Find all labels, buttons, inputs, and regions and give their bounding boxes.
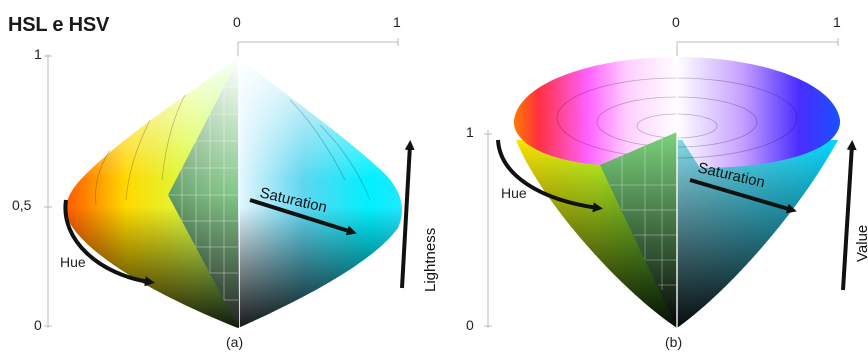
hsv-slice-face [600, 132, 677, 328]
hsv-arrows [496, 139, 857, 291]
hsv-left-axis-label-0: 0 [466, 317, 474, 333]
hsv-cone [513, 57, 841, 328]
hsv-saturation-arrow [689, 178, 797, 214]
hsl-contour-lines [95, 94, 371, 206]
hsv-axes [484, 38, 839, 328]
hsl-hue-arrow [63, 199, 155, 287]
hsl-left-axis-label-05: 0,5 [12, 197, 32, 213]
hsl-lightness-arrow [400, 140, 415, 289]
hsl-arrows [63, 140, 415, 289]
hsl-axes [44, 38, 399, 328]
hsv-top-axis-label-0: 0 [672, 14, 680, 30]
hsl-slice-grid [168, 86, 238, 301]
hsl-lightness-label: Lightness [422, 228, 439, 292]
hsv-left-axis-label-1: 1 [466, 124, 474, 140]
hsl-cone-left-shading [66, 58, 238, 328]
hsl-top-axis-label-0: 0 [233, 14, 241, 30]
hsv-top-axis-label-1: 1 [833, 14, 841, 30]
hsv-hue-arrow [496, 139, 603, 213]
hsv-caption: (b) [665, 334, 683, 350]
hsv-top-disk-left [513, 57, 677, 165]
hsl-cone-right-shading [238, 58, 402, 328]
hsv-slice-grid [610, 138, 677, 290]
hsl-left-axis-label-1: 1 [34, 46, 42, 62]
hsl-hue-label: Hue [60, 254, 86, 270]
hsl-saturation-arrow [249, 198, 357, 236]
diagram-title: HSL e HSV [8, 14, 110, 36]
hsl-top-axis-label-1: 1 [393, 14, 401, 30]
hsl-double-cone [66, 58, 402, 328]
hsl-left-axis-label-0: 0 [34, 317, 42, 333]
hsv-value-label: Value [854, 225, 868, 262]
hsv-hue-label: Hue [501, 185, 527, 201]
hsv-value-arrow [841, 140, 857, 291]
hsv-top-disk-right [677, 57, 841, 168]
hsl-caption: (a) [226, 334, 244, 350]
